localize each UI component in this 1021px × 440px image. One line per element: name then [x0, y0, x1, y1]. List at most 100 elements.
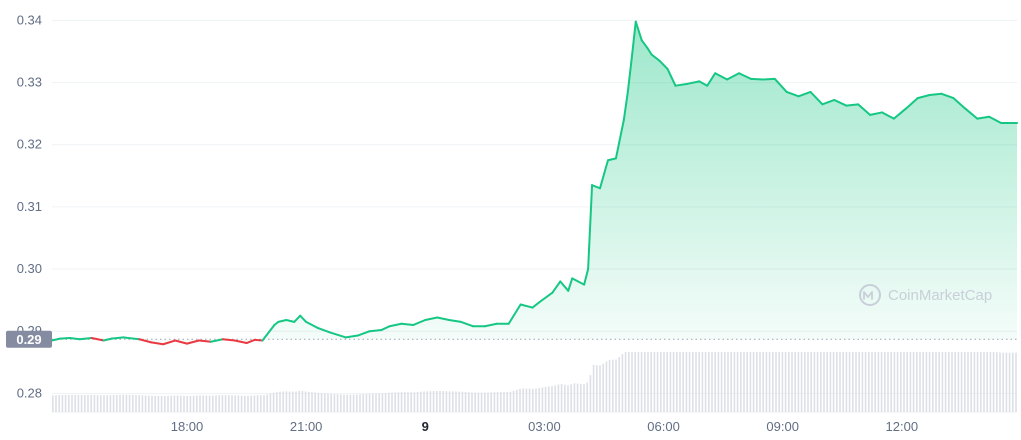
volume-bar: [439, 390, 441, 412]
x-tick-label: 12:00: [886, 419, 919, 434]
price-line-segment: [976, 115, 991, 120]
volume-bar: [87, 394, 89, 412]
volume-bar: [887, 352, 889, 412]
volume-bar: [964, 352, 966, 412]
price-line-segment: [658, 59, 669, 70]
volume-bar: [852, 352, 854, 412]
volume-bar: [567, 385, 569, 412]
x-tick-label: 03:00: [528, 419, 561, 434]
price-line-segment: [162, 339, 177, 346]
y-tick-label: 0.34: [17, 12, 42, 27]
volume-bar: [944, 352, 947, 412]
x-axis-ticks: 18:00 21:00 9 03:00 06:00 09:00 12:00: [171, 419, 918, 434]
volume-bar: [388, 392, 390, 412]
y-axis-ticks: 0.34 0.33 0.32 0.31 0.30 0.29 0.28: [17, 12, 42, 400]
volume-bar: [432, 391, 435, 412]
volume-bar: [576, 383, 579, 412]
price-line-segment: [726, 72, 741, 81]
volume-bar: [151, 395, 153, 412]
volume-bar: [490, 392, 492, 412]
coinmarketcap-logo-icon: [859, 284, 881, 306]
volume-bar: [103, 395, 105, 412]
y-tick-label: 0.30: [17, 261, 42, 276]
price-line-segment: [614, 118, 625, 160]
price-line-segment: [646, 47, 653, 56]
volume-bar: [71, 394, 73, 412]
price-line-segment: [686, 80, 701, 85]
x-tick-label: 09:00: [766, 419, 799, 434]
volume-bar: [791, 352, 793, 412]
volume-bar: [976, 352, 979, 412]
watermark-text: CoinMarketCap: [888, 287, 992, 304]
volume-bar: [55, 395, 57, 412]
price-line-segment: [51, 337, 61, 342]
volume-bar: [868, 352, 870, 412]
volume-bar: [164, 396, 166, 412]
volume-bar: [253, 395, 256, 412]
price-line-segment: [571, 277, 586, 286]
volume-bar: [960, 352, 963, 412]
volume-bar: [109, 395, 112, 412]
volume-bar: [916, 352, 918, 412]
volume-bar: [768, 352, 771, 412]
price-line-segment: [261, 323, 276, 342]
volume-bar: [688, 352, 691, 412]
volume-bar: [135, 395, 137, 412]
volume-bar: [752, 352, 755, 412]
volume-bar: [359, 394, 361, 412]
price-line-segment: [749, 77, 764, 81]
volume-bar: [247, 395, 249, 412]
price-line-segment: [599, 159, 609, 190]
volume-bar: [372, 393, 374, 412]
volume-bar: [365, 393, 368, 412]
volume-bar: [256, 395, 259, 412]
volume-bar: [192, 395, 195, 412]
volume-bar: [541, 387, 544, 412]
price-line-segment: [559, 280, 570, 292]
volume-bar: [711, 352, 713, 412]
volume-bar: [989, 352, 992, 412]
volume-bar: [554, 385, 556, 412]
volume-bar: [269, 393, 272, 412]
price-line-segment: [988, 115, 1003, 124]
volume-bar: [656, 352, 659, 412]
volume-bar: [199, 395, 201, 412]
volume-bar: [477, 392, 480, 412]
price-line-segment: [666, 67, 677, 87]
volume-bar: [276, 392, 278, 412]
volume-bar: [880, 352, 883, 412]
price-line-segment: [845, 103, 860, 107]
volume-bar: [733, 352, 736, 412]
volume-bar: [906, 352, 908, 412]
volume-bar: [503, 392, 505, 412]
volume-bar: [624, 352, 627, 412]
volume-bar: [938, 352, 940, 412]
volume-bar: [244, 395, 246, 412]
volume-bar: [324, 393, 326, 412]
volume-bar: [749, 352, 752, 412]
volume-bar: [1008, 352, 1011, 412]
volume-bar: [452, 391, 454, 412]
volume-bar: [461, 391, 464, 412]
price-line-segment: [797, 90, 812, 98]
x-tick-label: 9: [422, 419, 429, 434]
volume-bar: [848, 352, 851, 412]
volume-bar: [941, 352, 944, 412]
price-line-segment: [916, 94, 931, 100]
volume-bar: [378, 393, 380, 412]
volume-bar: [61, 395, 64, 412]
volume-bar: [400, 392, 403, 412]
price-line-segment: [174, 339, 189, 345]
volume-bar: [874, 352, 876, 412]
price-line-segment: [622, 90, 629, 121]
volume-bar: [311, 392, 313, 412]
volume-bar: [458, 391, 460, 412]
price-line-segment: [122, 336, 141, 341]
volume-bar: [106, 395, 108, 412]
volume-bar: [695, 352, 697, 412]
volume-bars: [52, 352, 1017, 412]
volume-bar: [205, 395, 208, 412]
volume-bar: [612, 359, 614, 412]
price-line-segment: [102, 337, 113, 342]
price-line-segment: [78, 337, 93, 341]
